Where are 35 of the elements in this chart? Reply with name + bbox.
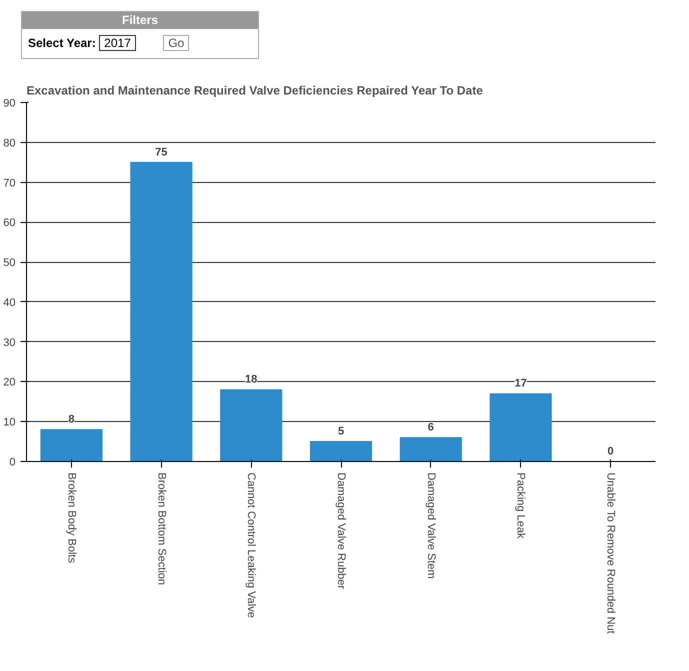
- data-label: 17: [514, 378, 527, 390]
- x-tick-label: Broken Bottom Section: [155, 472, 168, 586]
- x-tick-label: Cannot Control Leaking Valve: [245, 472, 258, 618]
- x-tick-label: Damaged Valve Stem: [424, 472, 437, 579]
- y-tick-label: 0: [9, 456, 16, 468]
- text: Filters: [22, 12, 258, 30]
- data-label: 75: [155, 146, 168, 158]
- x-tick-label: Broken Body Bolts: [65, 472, 78, 564]
- chart-title: Excavation and Maintenance Required Valve Deficiencies Repaired Year To Date: [26, 84, 484, 98]
- data-label: 0: [608, 446, 614, 458]
- x-tick-label: Unable To Remove Rounded Nut: [604, 472, 617, 634]
- y-tick-label: 30: [3, 336, 16, 349]
- bar: [130, 162, 192, 462]
- data-label: 6: [428, 422, 434, 434]
- text: Go: [163, 35, 190, 52]
- bar: [220, 389, 282, 462]
- x-tick-label: Packing Leak: [514, 472, 527, 540]
- bar: [490, 393, 552, 462]
- text: Select Year:: [28, 36, 96, 50]
- bar: [40, 429, 102, 462]
- y-tick-label: 20: [3, 376, 16, 389]
- bar: [400, 437, 462, 462]
- y-tick-label: 40: [3, 296, 16, 309]
- y-tick-label: 10: [3, 416, 16, 429]
- y-tick-label: 60: [3, 217, 16, 230]
- x-tick-label: Damaged Valve Rubber: [335, 472, 347, 590]
- data-label: 18: [245, 374, 258, 386]
- text: 2017: [99, 35, 136, 52]
- data-label: 5: [338, 426, 344, 438]
- y-tick-label: 90: [3, 98, 16, 110]
- y-tick-label: 80: [3, 137, 16, 150]
- y-tick-label: 70: [3, 177, 16, 190]
- bar: [310, 441, 372, 462]
- data-label: 8: [68, 414, 74, 426]
- y-tick-label: 50: [3, 257, 16, 270]
